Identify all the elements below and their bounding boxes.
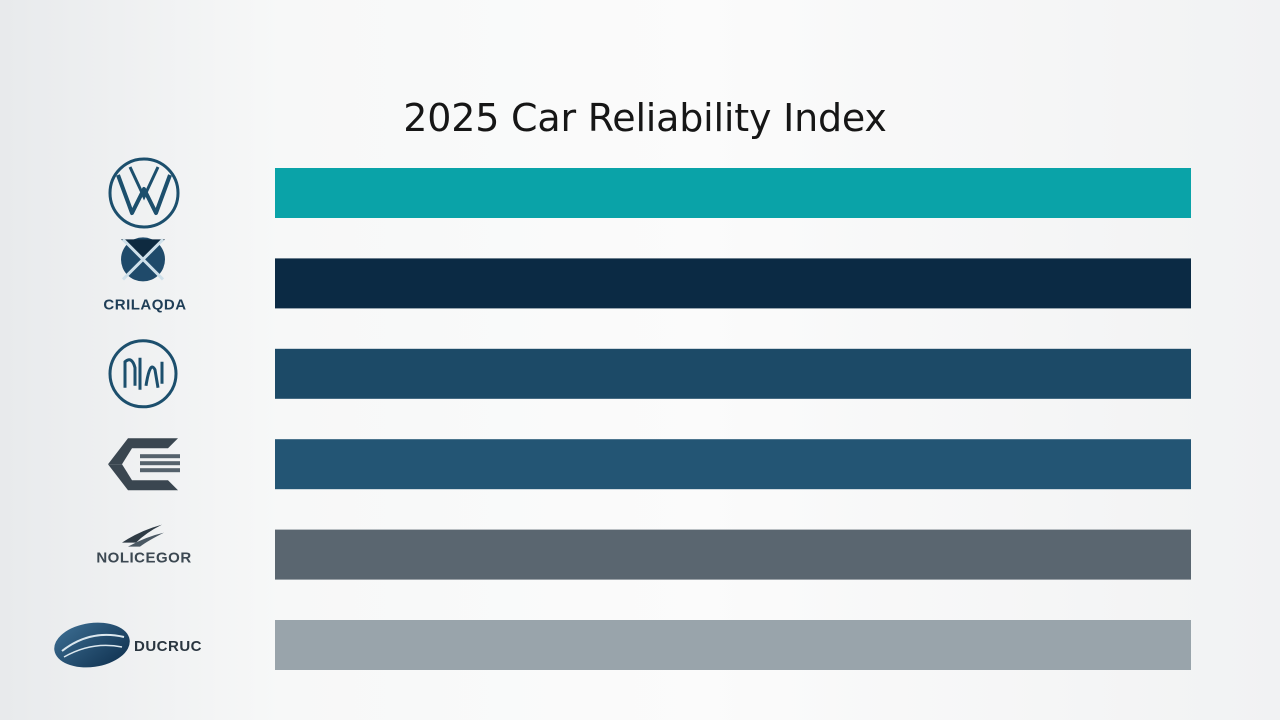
chart-title: 2025 Car Reliability Index [403,96,887,140]
diamond-cross-logo [121,237,165,282]
brand-label-6: DUCRUC [134,638,202,655]
oval-wing-logo [54,622,130,668]
bar-5 [275,529,1191,580]
swoosh-logo [122,524,164,547]
bar-2 [275,258,1191,309]
brand-label-5: NOLICEGOR [96,550,191,567]
bar-6 [275,620,1191,670]
bar-4 [275,439,1191,490]
vw-style-circle-logo [108,157,180,229]
brand-label-2: CRILAQDA [103,296,186,313]
chevron-stripes-logo [108,438,180,491]
bar-1 [275,168,1191,218]
bar-3 [275,348,1191,399]
circle-emblem-logo [108,339,178,409]
